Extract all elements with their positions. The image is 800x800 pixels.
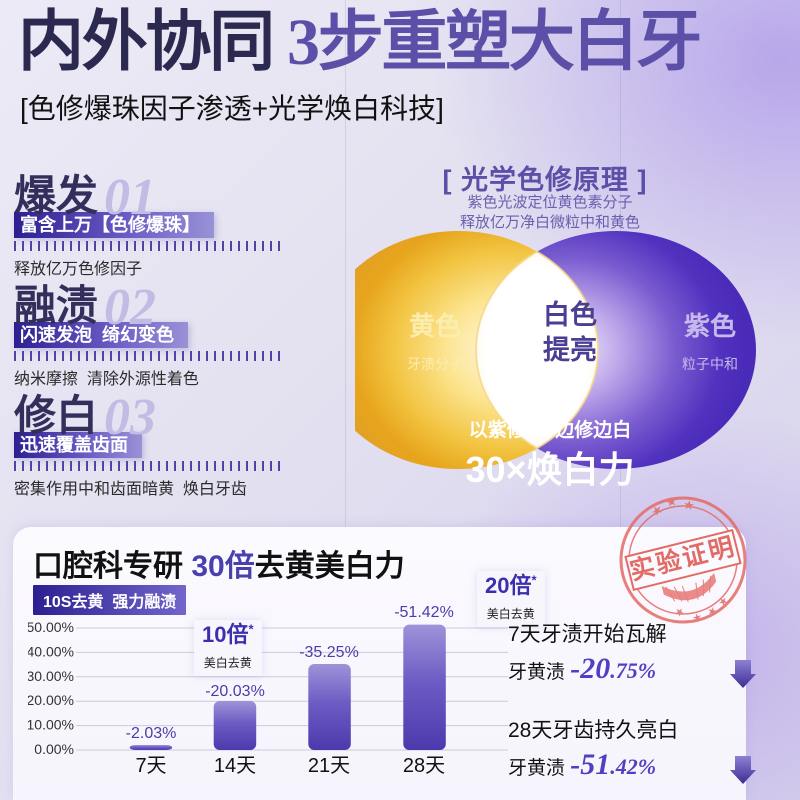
svg-text:14天: 14天: [214, 755, 256, 777]
svg-text:7天: 7天: [135, 755, 166, 777]
svg-text:★: ★: [706, 605, 718, 619]
svg-text:★: ★: [664, 493, 679, 510]
svg-text:-35.25%: -35.25%: [299, 644, 359, 661]
svg-text:21天: 21天: [308, 755, 350, 777]
svg-text:10.00%: 10.00%: [28, 717, 74, 733]
svg-text:28天: 28天: [403, 755, 445, 777]
svg-text:30.00%: 30.00%: [28, 668, 74, 684]
svg-text:50.00%: 50.00%: [28, 619, 74, 635]
svg-text:-2.03%: -2.03%: [126, 725, 177, 742]
svg-text:-51.42%: -51.42%: [394, 604, 454, 621]
svg-text:40.00%: 40.00%: [28, 643, 74, 659]
svg-text:0.00%: 0.00%: [34, 741, 74, 757]
svg-text:-20.03%: -20.03%: [205, 683, 265, 700]
svg-text:★: ★: [682, 497, 696, 513]
svg-text:20.00%: 20.00%: [28, 692, 74, 708]
